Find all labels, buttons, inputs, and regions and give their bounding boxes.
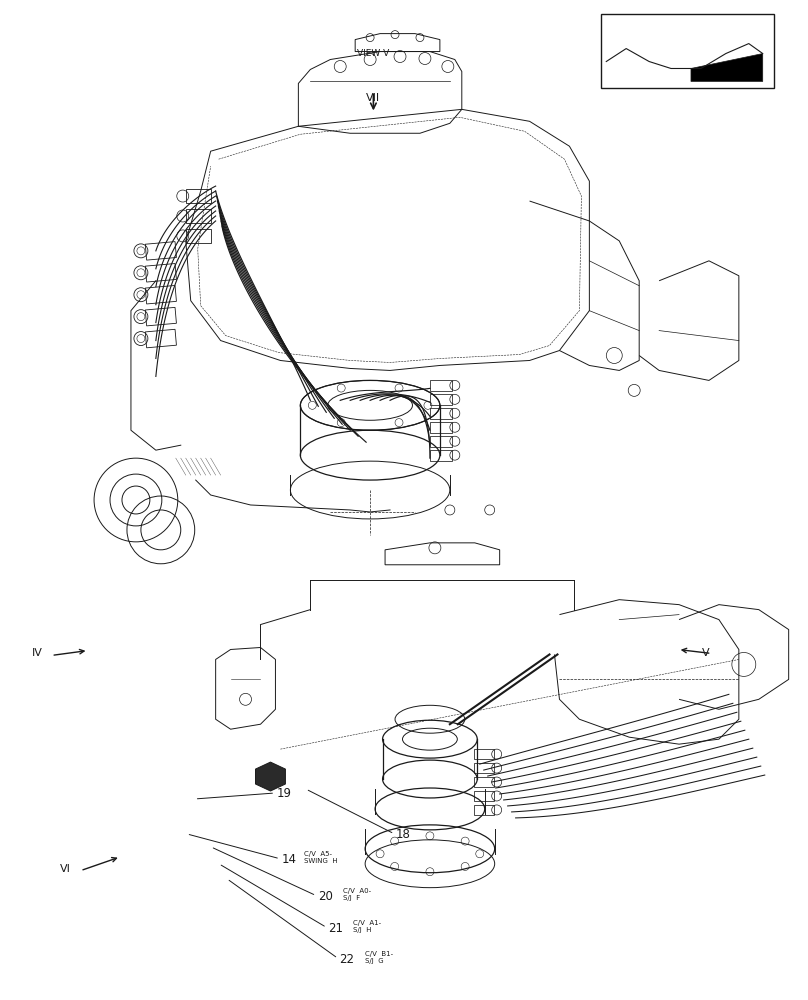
Bar bbox=[145, 264, 176, 282]
Bar bbox=[145, 242, 176, 260]
Text: C/V  A0-
S/J  F: C/V A0- S/J F bbox=[343, 888, 371, 901]
Bar bbox=[601, 14, 774, 88]
Text: 20: 20 bbox=[318, 890, 333, 903]
Bar bbox=[473, 749, 494, 759]
Text: 22: 22 bbox=[339, 953, 355, 966]
Text: 21: 21 bbox=[328, 922, 343, 935]
Bar bbox=[473, 777, 494, 787]
Bar bbox=[430, 422, 452, 433]
Bar bbox=[430, 450, 452, 461]
Bar bbox=[186, 189, 211, 203]
Bar bbox=[473, 791, 494, 801]
Text: VII: VII bbox=[366, 93, 381, 103]
Text: IV: IV bbox=[32, 648, 43, 658]
Text: C/V  B1-
S/J  G: C/V B1- S/J G bbox=[365, 951, 393, 964]
Text: V: V bbox=[702, 648, 709, 658]
Bar bbox=[430, 408, 452, 419]
Bar bbox=[473, 763, 494, 773]
Text: VIEW V: VIEW V bbox=[357, 49, 389, 58]
Bar bbox=[145, 307, 176, 326]
Text: VI: VI bbox=[60, 864, 71, 874]
Text: C/V  A5-
SWING  H: C/V A5- SWING H bbox=[304, 851, 338, 864]
Bar bbox=[145, 329, 176, 348]
Bar bbox=[145, 285, 176, 304]
Polygon shape bbox=[691, 54, 763, 81]
Bar bbox=[186, 229, 211, 243]
Text: 19: 19 bbox=[277, 787, 292, 800]
Text: C/V  A1-
S/J  H: C/V A1- S/J H bbox=[353, 920, 381, 933]
Bar bbox=[473, 805, 494, 815]
Polygon shape bbox=[255, 762, 285, 791]
Bar bbox=[186, 209, 211, 223]
Bar bbox=[430, 380, 452, 391]
Text: 18: 18 bbox=[396, 828, 410, 841]
Bar bbox=[430, 436, 452, 447]
Bar bbox=[430, 394, 452, 405]
Text: 14: 14 bbox=[282, 853, 297, 866]
